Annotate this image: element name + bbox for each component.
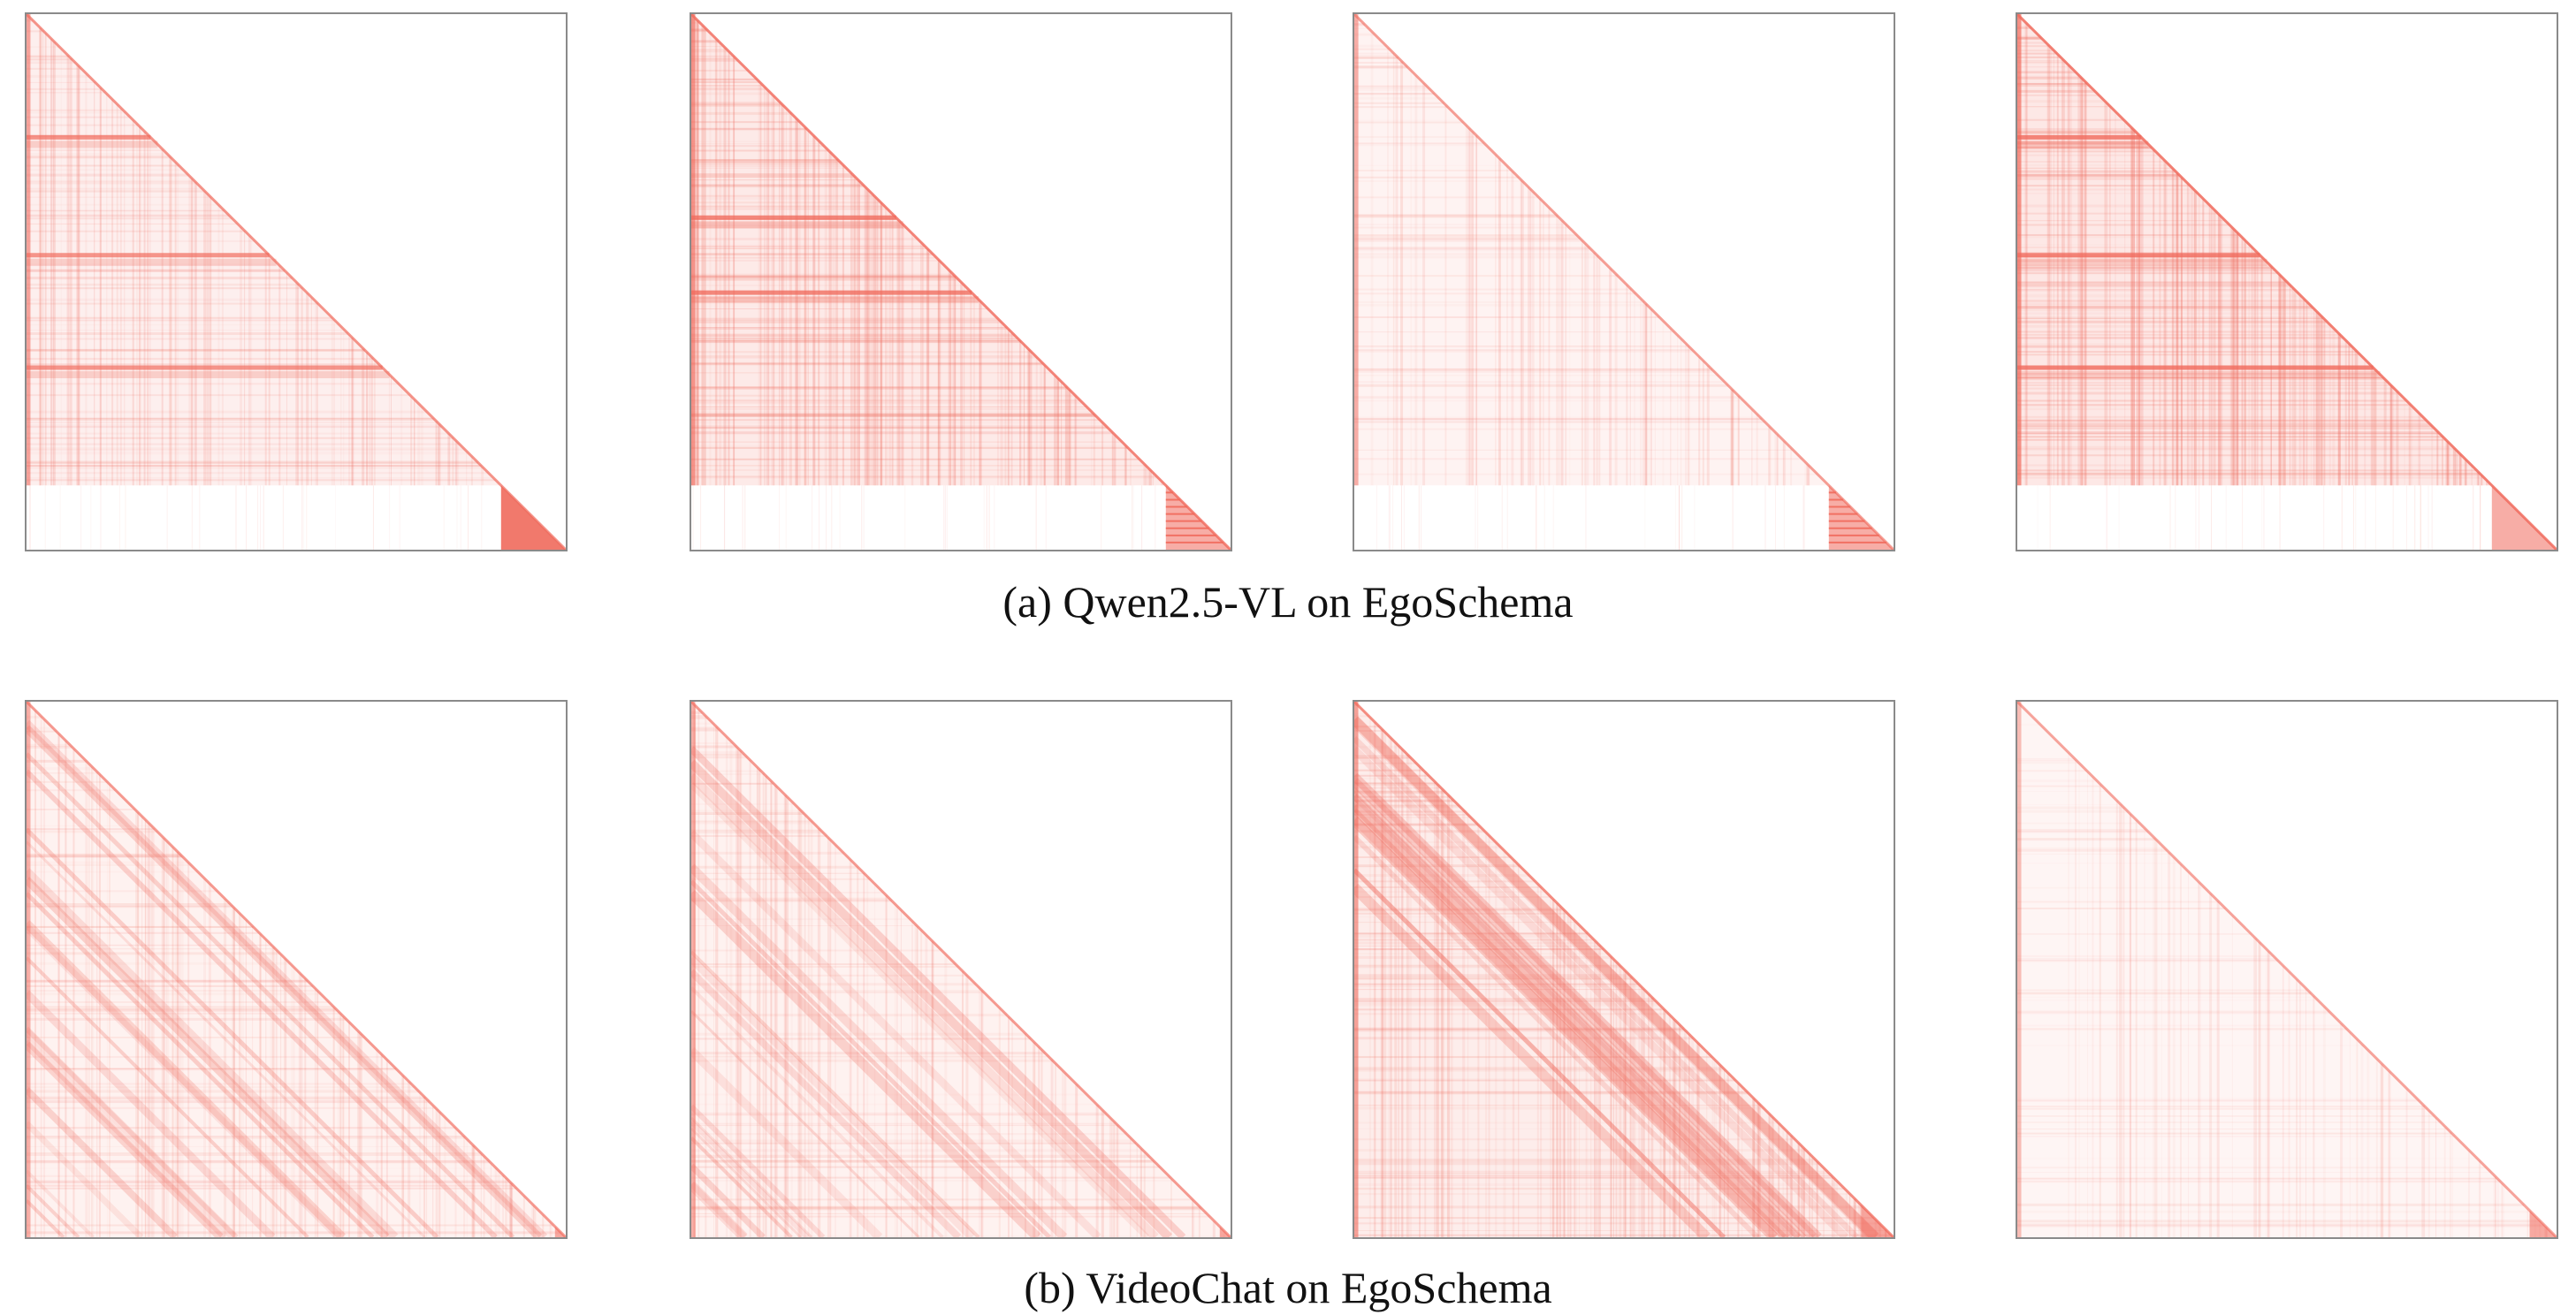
heatmap-panel-a1 <box>25 12 568 551</box>
caption-a: (a) Qwen2.5-VL on EgoSchema <box>1002 577 1574 627</box>
heatmap-panel-a4 <box>2016 12 2558 551</box>
heatmap-panel-a3 <box>1353 12 1895 551</box>
heatmap-panel-a2 <box>690 12 1232 551</box>
attention-map-b-1 <box>27 702 566 1237</box>
attention-map-a-2 <box>691 14 1231 550</box>
heatmap-panel-b2 <box>690 700 1232 1239</box>
attention-map-b-3 <box>1354 702 1894 1237</box>
attention-map-b-4 <box>2017 702 2557 1237</box>
attention-map-a-4 <box>2017 14 2557 550</box>
heatmap-panel-b4 <box>2016 700 2558 1239</box>
attention-map-b-2 <box>691 702 1231 1237</box>
attention-map-a-3 <box>1354 14 1894 550</box>
heatmap-panel-b1 <box>25 700 568 1239</box>
attention-map-a-1 <box>27 14 566 550</box>
caption-b: (b) VideoChat on EgoSchema <box>1024 1263 1552 1312</box>
heatmap-panel-b3 <box>1353 700 1895 1239</box>
